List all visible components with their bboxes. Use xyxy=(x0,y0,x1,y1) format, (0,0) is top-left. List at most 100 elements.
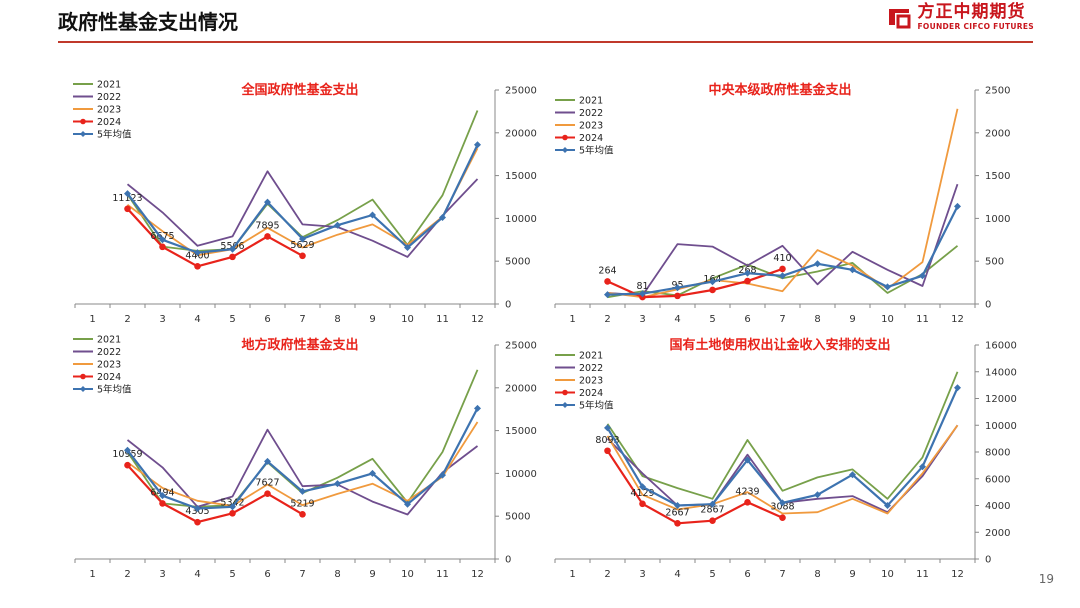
point-avg-m10 xyxy=(404,500,411,508)
chart-land-sale-expenditure: 1 2 3 4 5 6 7 8 9 10 11 120200040006000800010000120… xyxy=(554,337,1017,580)
data-label-2024-m5: 2867 xyxy=(700,505,724,516)
x-tick-label-10: 10 xyxy=(401,569,414,580)
legend-label-5-: 5年均值 xyxy=(97,384,132,396)
x-tick-label-5: 5 xyxy=(709,569,715,580)
point-avg-m8 xyxy=(814,491,821,499)
point-2024-m2 xyxy=(124,205,131,213)
y-tick-label-14000: 14000 xyxy=(985,367,1017,378)
point-avg-m10 xyxy=(884,502,891,509)
data-label-2024-m7: 5629 xyxy=(290,240,314,251)
y-tick-label-16000: 16000 xyxy=(985,341,1017,352)
legend-label-2021: 2021 xyxy=(97,335,121,346)
point-avg-m5 xyxy=(709,278,716,286)
x-tick-label-6: 6 xyxy=(744,314,750,325)
x-tick-label-6: 6 xyxy=(744,569,750,580)
y-tick-label-0: 0 xyxy=(505,555,511,566)
y-tick-label-0: 0 xyxy=(505,300,511,311)
legend-marker-avg xyxy=(80,386,86,392)
series-line-2023 xyxy=(607,108,959,299)
x-tick-label-7: 7 xyxy=(779,569,785,580)
point-2024-m7 xyxy=(299,252,306,260)
point-avg-m9 xyxy=(369,469,376,477)
legend-marker-avg xyxy=(562,147,568,153)
point-2024-m4 xyxy=(194,518,201,526)
chart-panel-central: 1 2 3 4 5 6 7 8 9 10 11 12 0 500 1000 1500 2000 2500 中央本级政… xyxy=(535,78,1025,338)
point-avg-m7 xyxy=(779,272,786,280)
brand-name-cn: 方正中期期货 xyxy=(917,2,1026,22)
x-tick-label-9: 9 xyxy=(849,314,855,325)
point-avg-m6 xyxy=(744,456,751,464)
x-tick-label-2: 2 xyxy=(604,569,610,580)
y-tick-label-10000: 10000 xyxy=(505,469,537,480)
chart-central-fund-expenditure: 1 2 3 4 5 6 7 8 9 10 11 1205001000150020002500中央本级政… xyxy=(554,82,1010,325)
chart-national-fund-expenditure: 1 2 3 4 5 6 7 8 9 10 11 120500010000150002000025000… xyxy=(73,80,537,325)
point-avg-m12 xyxy=(954,384,961,392)
legend-label-5-: 5年均值 xyxy=(579,145,614,157)
point-avg-m11 xyxy=(439,214,446,222)
point-avg-m6 xyxy=(744,269,751,277)
point-2024-m4 xyxy=(674,520,681,527)
legend-label-2021: 2021 xyxy=(579,96,603,107)
point-2024-m5 xyxy=(709,517,716,524)
y-tick-label-10000: 10000 xyxy=(985,421,1017,432)
x-tick-label-12: 12 xyxy=(471,314,484,325)
x-tick-label-11: 11 xyxy=(436,314,449,325)
legend-label-2022: 2022 xyxy=(97,347,121,358)
point-avg-m7 xyxy=(779,499,786,507)
point-2024-m5 xyxy=(229,253,236,261)
point-avg-m11 xyxy=(439,471,446,479)
x-tick-label-4: 4 xyxy=(674,569,680,580)
point-2024-m3 xyxy=(639,500,646,508)
point-avg-m10 xyxy=(884,283,891,291)
series-line-2022 xyxy=(606,424,959,514)
point-avg-m3 xyxy=(159,236,166,244)
x-tick-label-10: 10 xyxy=(881,569,894,580)
legend-label-2024: 2024 xyxy=(97,117,121,128)
x-tick-label-2: 2 xyxy=(604,314,610,325)
series-line-2022 xyxy=(126,170,479,258)
point-avg-m6 xyxy=(264,198,271,206)
x-tick-label-8: 8 xyxy=(334,569,340,580)
series-line-2023 xyxy=(606,424,959,515)
y-tick-label-5000: 5000 xyxy=(505,257,530,268)
point-2024-m6 xyxy=(744,499,751,506)
y-tick-label-8000: 8000 xyxy=(985,448,1010,459)
point-avg-m9 xyxy=(849,471,856,479)
point-avg-m2 xyxy=(604,291,611,299)
x-tick-label-1: 1 xyxy=(569,314,575,325)
point-avg-m4 xyxy=(194,504,201,512)
x-tick-label-12: 12 xyxy=(471,569,484,580)
point-2024-m5 xyxy=(229,509,236,517)
series-line-2021 xyxy=(606,371,959,500)
x-tick-label-11: 11 xyxy=(916,314,929,325)
point-avg-m11 xyxy=(919,272,926,280)
series-line-2022 xyxy=(126,428,479,516)
point-avg-m8 xyxy=(334,221,341,229)
y-tick-label-0: 0 xyxy=(985,300,991,311)
point-avg-m4 xyxy=(674,284,681,292)
x-tick-label-8: 8 xyxy=(814,314,820,325)
legend-label-5-: 5年均值 xyxy=(97,129,132,141)
legend-marker-2024 xyxy=(562,389,568,396)
x-tick-label-3: 3 xyxy=(159,314,165,325)
data-label-2024-m4: 2667 xyxy=(665,507,689,518)
x-tick-label-1: 1 xyxy=(89,569,95,580)
data-label-2024-m6: 7627 xyxy=(255,478,279,489)
point-avg-m7 xyxy=(299,235,306,243)
point-avg-m5 xyxy=(229,503,236,511)
data-label-2024-m7: 3088 xyxy=(770,502,794,513)
y-tick-label-5000: 5000 xyxy=(505,512,530,523)
y-tick-label-20000: 20000 xyxy=(505,128,537,139)
x-tick-label-8: 8 xyxy=(814,569,820,580)
founder-logo-icon xyxy=(889,9,911,29)
point-avg-m5 xyxy=(709,500,716,508)
legend-label-2023: 2023 xyxy=(579,376,603,387)
x-tick-label-1: 1 xyxy=(569,569,575,580)
series-line-5- xyxy=(607,205,959,296)
x-tick-label-12: 12 xyxy=(951,569,964,580)
point-avg-m6 xyxy=(264,457,271,465)
chart-title: 国有土地使用权出让金收入安排的支出 xyxy=(669,337,890,353)
data-label-2024-m7: 5219 xyxy=(290,498,314,509)
x-tick-label-12: 12 xyxy=(951,314,964,325)
data-label-2024-m7: 410 xyxy=(773,253,791,264)
